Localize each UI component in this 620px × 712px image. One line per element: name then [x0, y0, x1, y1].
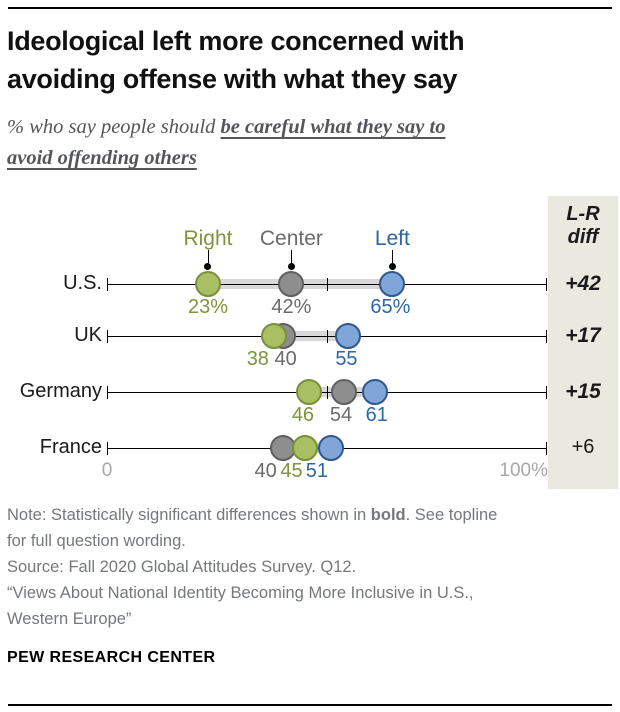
- center-dot: [278, 271, 305, 297]
- subtitle-emphasis-1: be careful what they say to: [220, 116, 446, 138]
- right-legend-pointer-dot: [204, 263, 212, 270]
- center-value-label: 40: [274, 348, 297, 370]
- note-prefix: Note: Statistically significant differen…: [7, 506, 371, 524]
- bottom-rule: [8, 704, 612, 706]
- center-legend-label: Center: [259, 227, 323, 250]
- page-title: Ideological left more concerned with avo…: [7, 22, 613, 98]
- diff-column-panel: [548, 196, 618, 489]
- diff-column-header: L-R diff: [548, 203, 618, 249]
- left-value-label: 51: [305, 460, 328, 482]
- subtitle-emphasis-2: avoid offending others: [7, 147, 197, 169]
- right-dot: [260, 323, 287, 349]
- right-dot: [295, 379, 322, 405]
- center-legend-pointer-line: [291, 250, 293, 263]
- country-label: U.S.: [63, 272, 102, 294]
- axis-line: [107, 392, 546, 393]
- diff-header-line-2: diff: [567, 226, 599, 248]
- center-value-label: 42%: [271, 296, 312, 318]
- right-dot: [291, 435, 318, 461]
- right-value-label: 46: [291, 404, 315, 426]
- note-bold-word: bold: [370, 506, 406, 524]
- right-dot: [194, 271, 221, 297]
- axis-tick: [546, 386, 547, 399]
- diff-value: +6: [571, 436, 595, 458]
- report-title-line-2: Western Europe”: [7, 610, 132, 628]
- axis-tick: [107, 386, 108, 399]
- diff-header-line-1: L-R: [566, 203, 600, 225]
- country-label: UK: [74, 324, 102, 346]
- top-rule: [8, 7, 612, 9]
- right-value-label: 45: [280, 460, 303, 482]
- chart-subtitle: % who say people should be careful what …: [7, 112, 613, 174]
- axis-tick: [327, 386, 328, 399]
- left-dot: [379, 271, 406, 297]
- axis-min-label: 0: [101, 460, 113, 481]
- axis-tick: [107, 278, 108, 291]
- right-legend-label: Right: [183, 227, 233, 250]
- diff-value: +42: [565, 272, 601, 295]
- subtitle-prefix: % who say people should: [7, 116, 221, 138]
- diff-value: +17: [565, 324, 601, 347]
- country-label: Germany: [19, 380, 102, 402]
- left-value-label: 61: [365, 404, 388, 426]
- title-line-1: Ideological left more concerned with: [7, 26, 465, 56]
- subtitle-line-1: % who say people should be careful what …: [7, 112, 613, 143]
- axis-tick: [107, 442, 108, 455]
- center-value-label: 54: [329, 404, 353, 426]
- left-legend-pointer-line: [392, 250, 394, 263]
- pew-research-center-wordmark: PEW RESEARCH CENTER: [7, 649, 216, 666]
- note-text: Note: Statistically significant differen…: [7, 502, 613, 528]
- axis-line: [107, 284, 546, 285]
- title-line-2: avoiding offense with what they say: [7, 64, 458, 94]
- center-dot: [331, 379, 358, 405]
- left-legend-label: Left: [374, 227, 410, 250]
- right-value-label: 38: [246, 348, 269, 370]
- axis-max-label: 100%: [499, 460, 548, 481]
- axis-tick: [107, 330, 108, 343]
- right-legend-pointer-line: [207, 250, 209, 263]
- right-value-label: 23%: [187, 296, 228, 318]
- note-text-2: for full question wording.: [7, 532, 186, 550]
- axis-tick: [546, 278, 547, 291]
- center-value-label: 40: [254, 460, 277, 482]
- note-suffix: . See topline: [405, 506, 498, 524]
- report-title-line-1: “Views About National Identity Becoming …: [7, 584, 474, 602]
- source-text: Source: Fall 2020 Global Attitudes Surve…: [7, 558, 357, 576]
- left-legend-pointer-dot: [388, 263, 396, 270]
- axis-tick: [327, 330, 328, 343]
- left-dot: [317, 435, 344, 461]
- axis-line: [107, 336, 546, 337]
- country-label: France: [39, 436, 102, 458]
- diff-value: +15: [565, 380, 601, 403]
- axis-tick: [546, 330, 547, 343]
- left-value-label: 55: [335, 348, 358, 370]
- center-legend-pointer-dot: [287, 263, 295, 270]
- left-dot: [335, 323, 362, 349]
- axis-tick: [546, 442, 547, 455]
- subtitle-line-2: avoid offending others: [7, 143, 613, 174]
- footnotes: Note: Statistically significant differen…: [7, 502, 613, 632]
- left-dot: [361, 379, 388, 405]
- left-value-label: 65%: [370, 296, 411, 318]
- axis-tick: [327, 278, 328, 291]
